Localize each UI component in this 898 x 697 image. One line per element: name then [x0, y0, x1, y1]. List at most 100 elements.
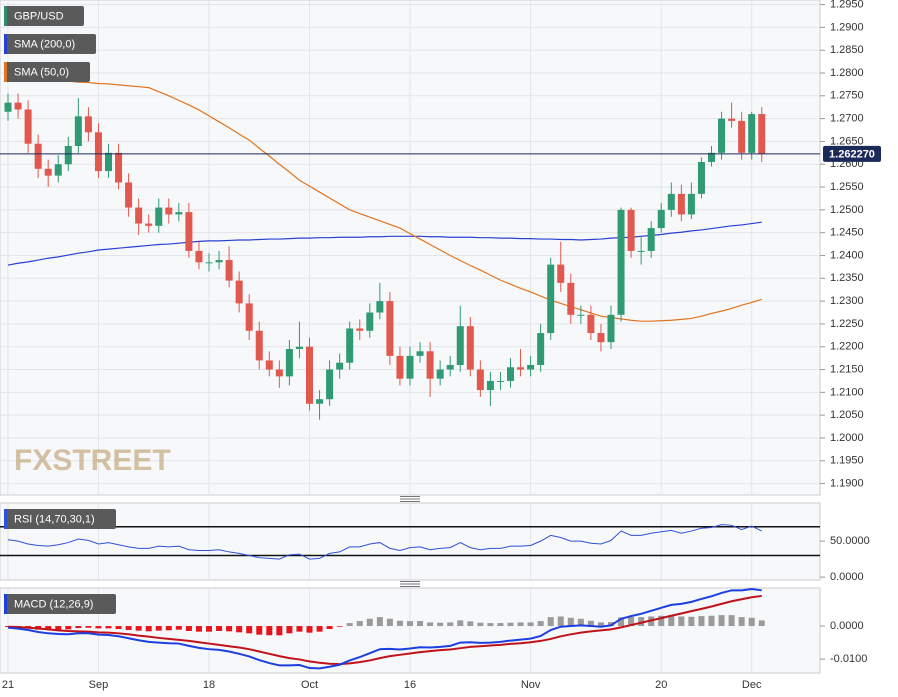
candle-body [496, 380, 504, 382]
candle-body [426, 351, 434, 379]
y-tick-label: 1.2800 [830, 67, 864, 79]
candle-body [145, 223, 153, 226]
histogram-bar [145, 626, 152, 632]
candle-body [537, 333, 545, 365]
panel-handle[interactable] [400, 496, 420, 502]
y-tick-label: 1.2400 [830, 249, 864, 261]
histogram-bar [638, 617, 645, 627]
candle-body [597, 333, 605, 343]
histogram-bar [346, 623, 353, 627]
legend-box [4, 62, 90, 82]
candle-body [366, 312, 374, 331]
histogram-bar [487, 623, 494, 627]
candle-body [74, 116, 82, 146]
y-tick-label: 1.2250 [830, 318, 864, 330]
legend-text: GBP/USD [14, 10, 64, 22]
y-tick-label: 1.2850 [830, 44, 864, 56]
candle-body [125, 182, 133, 208]
histogram-bar [326, 626, 333, 630]
y-tick-label: 0.0000 [830, 571, 864, 583]
legend-text: MACD (12,26,9) [14, 598, 93, 610]
histogram-bar [195, 626, 202, 632]
candle-body [466, 326, 474, 370]
histogram-bar [698, 616, 705, 627]
legend-text: RSI (14,70,30,1) [14, 513, 95, 525]
histogram-bar [286, 626, 293, 634]
histogram-bar [517, 622, 524, 627]
histogram-bar [678, 616, 685, 627]
legend-swatch [4, 6, 7, 26]
candle-body [316, 399, 324, 404]
y-tick-label: 0.0000 [830, 620, 864, 632]
candle-body [235, 280, 243, 304]
histogram-bar [417, 621, 424, 627]
x-tick-label: Nov [521, 679, 541, 691]
candle-body [627, 209, 635, 251]
last-price-label: 1.262270 [829, 148, 875, 160]
histogram-bar [65, 626, 72, 630]
candle-body [416, 351, 424, 356]
y-tick-label: 1.2350 [830, 272, 864, 284]
histogram-bar [708, 615, 715, 627]
histogram-bar [537, 621, 544, 627]
y-tick-label: 1.2550 [830, 181, 864, 193]
candle-body [386, 301, 394, 356]
candle-body [275, 369, 283, 377]
watermark: FXSTREET [14, 444, 171, 477]
candle-body [24, 109, 32, 144]
histogram-bar [306, 626, 313, 633]
y-tick-label: 50.0000 [830, 535, 870, 547]
candle-body [34, 143, 42, 169]
line-series [7, 76, 762, 322]
histogram-bar [668, 615, 675, 627]
candle-body [64, 145, 72, 165]
histogram-bar [95, 626, 102, 629]
candle-body [708, 152, 715, 162]
y-tick-label: 1.2650 [830, 135, 864, 147]
candle-body [587, 314, 595, 334]
candle-body [667, 193, 675, 210]
histogram-bar [226, 626, 233, 632]
line-series [7, 587, 762, 670]
histogram-bar [758, 620, 765, 627]
histogram-bar [577, 618, 584, 627]
legend-box [4, 509, 116, 529]
candle-body [728, 118, 736, 121]
histogram-bar [457, 620, 464, 627]
histogram-bar [427, 622, 434, 627]
candle-body [758, 114, 766, 154]
y-tick-label: 1.2500 [830, 204, 864, 216]
candle-body [306, 346, 313, 404]
histogram-bar [688, 616, 695, 627]
histogram-bar [115, 626, 122, 630]
candle-body [336, 362, 344, 370]
histogram-bar [236, 626, 243, 633]
candle-body [285, 349, 293, 377]
candle-body [205, 262, 213, 264]
x-tick-label: Sep [89, 679, 109, 691]
legend-text: SMA (200,0) [14, 38, 75, 50]
candle-body [265, 360, 273, 370]
x-tick-label: 18 [203, 679, 215, 691]
candle-body [44, 168, 52, 176]
candle-body [175, 212, 183, 215]
last-price-box [823, 145, 881, 162]
y-tick-label: 1.2200 [830, 341, 864, 353]
histogram-bar [467, 621, 474, 627]
histogram-bar [256, 626, 263, 635]
histogram-bar [587, 620, 594, 627]
candle-body [326, 369, 334, 400]
y-tick-label: 1.2950 [830, 0, 864, 10]
candle-body [557, 264, 565, 283]
candle-body [215, 260, 223, 263]
histogram-bar [366, 618, 373, 627]
candle-body [687, 193, 695, 215]
line-series [7, 524, 762, 560]
legend-box [4, 6, 84, 26]
line-series [7, 221, 762, 266]
candle-body [406, 355, 414, 379]
y-tick-label: 1.2450 [830, 227, 864, 239]
panel-handle[interactable] [400, 581, 420, 587]
candle-body [84, 116, 92, 133]
